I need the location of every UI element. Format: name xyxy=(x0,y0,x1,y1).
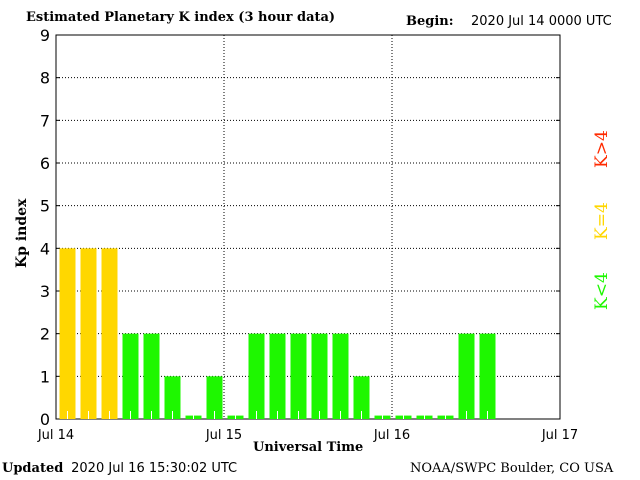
x-tick-label: Jul 17 xyxy=(541,428,578,443)
kp-bar xyxy=(353,376,370,419)
kp-bar xyxy=(164,376,181,419)
legend-item: K>4 xyxy=(592,130,612,168)
kp-bar xyxy=(269,333,286,419)
plot-frame xyxy=(55,34,561,420)
kp-bar xyxy=(80,248,97,419)
kp-bar xyxy=(248,333,265,419)
kp-bar xyxy=(311,333,328,419)
y-tick-label: 8 xyxy=(40,69,50,88)
begin-label: Begin: xyxy=(406,14,454,29)
x-tick-label: Jul 16 xyxy=(373,428,410,443)
updated-value: 2020 Jul 16 15:30:02 UTC xyxy=(71,461,238,476)
legend-item: K=4 xyxy=(592,202,612,240)
kp-bar xyxy=(458,333,475,419)
y-axis-label: Kp index xyxy=(14,198,30,268)
y-tick-label: 1 xyxy=(40,367,50,386)
kp-bar xyxy=(143,333,160,419)
kp-bar xyxy=(332,333,349,419)
updated-stamp: Updated 2020 Jul 16 15:30:02 UTC xyxy=(2,461,237,476)
kp-bar xyxy=(479,333,496,419)
kp-bar xyxy=(206,376,223,419)
y-tick-label: 0 xyxy=(40,410,50,429)
x-tick-label: Jul 14 xyxy=(37,428,74,443)
chart-title: Estimated Planetary K index (3 hour data… xyxy=(26,10,336,25)
kp-bar xyxy=(101,248,118,419)
kp-bar xyxy=(122,333,139,419)
y-tick-label: 2 xyxy=(40,325,50,344)
begin-value: 2020 Jul 14 0000 UTC xyxy=(471,14,612,29)
kp-bar xyxy=(59,248,76,419)
y-tick-label: 5 xyxy=(40,197,50,216)
y-tick-label: 4 xyxy=(40,239,50,258)
kp-bar xyxy=(290,333,307,419)
x-axis-label: Universal Time xyxy=(253,440,364,455)
legend-item: K<4 xyxy=(592,272,612,310)
y-tick-label: 9 xyxy=(40,26,50,45)
updated-label: Updated xyxy=(2,461,64,476)
source-credit: NOAA/SWPC Boulder, CO USA xyxy=(410,461,614,476)
y-tick-label: 7 xyxy=(40,111,50,130)
x-tick-label: Jul 15 xyxy=(205,428,242,443)
y-tick-label: 3 xyxy=(40,282,50,301)
y-tick-label: 6 xyxy=(40,154,50,173)
